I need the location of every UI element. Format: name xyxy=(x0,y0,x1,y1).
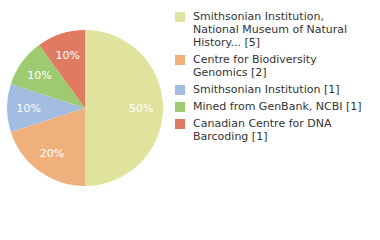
legend-swatch xyxy=(175,55,185,65)
data-label: 20% xyxy=(40,147,64,160)
legend-label: Smithsonian Institution [1] xyxy=(193,83,368,96)
legend-label: Smithsonian Institution, National Museum… xyxy=(193,10,368,49)
slices xyxy=(7,30,163,186)
data-labels: 50% 20% 10% 10% 10% xyxy=(17,49,154,161)
data-label: 50% xyxy=(129,102,153,115)
legend-entry: Mined from GenBank, NCBI [1] xyxy=(175,100,375,113)
legend-swatch xyxy=(175,12,185,22)
data-label: 10% xyxy=(17,102,41,115)
legend-entry: Canadian Centre for DNA Barcoding [1] xyxy=(175,117,375,143)
legend-entry: Smithsonian Institution, National Museum… xyxy=(175,10,375,49)
legend-swatch xyxy=(175,119,185,129)
data-label: 10% xyxy=(27,69,51,82)
legend-swatch xyxy=(175,102,185,112)
legend-label: Centre for Biodiversity Genomics [2] xyxy=(193,53,368,79)
data-label: 10% xyxy=(55,49,79,62)
legend-swatch xyxy=(175,85,185,95)
legend-label: Canadian Centre for DNA Barcoding [1] xyxy=(193,117,368,143)
legend-entry: Centre for Biodiversity Genomics [2] xyxy=(175,53,375,79)
legend: Smithsonian Institution, National Museum… xyxy=(175,10,375,147)
pie-slice xyxy=(85,30,163,186)
legend-label: Mined from GenBank, NCBI [1] xyxy=(193,100,368,113)
legend-entry: Smithsonian Institution [1] xyxy=(175,83,375,96)
